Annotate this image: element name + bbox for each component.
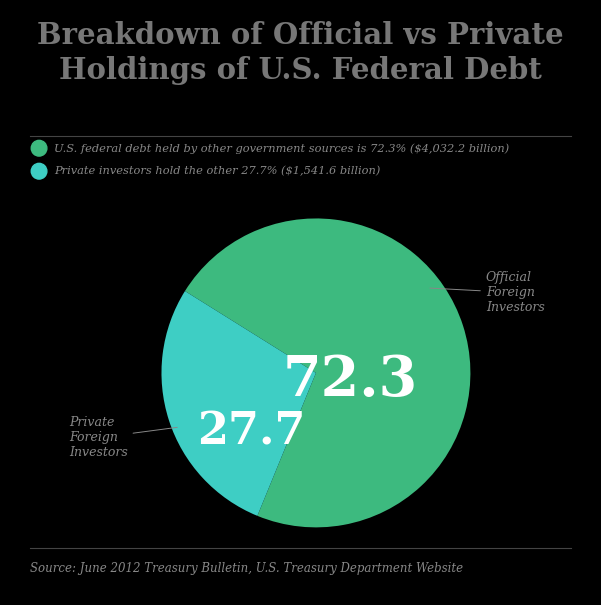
Text: Breakdown of Official vs Private
Holdings of U.S. Federal Debt: Breakdown of Official vs Private Holding… <box>37 21 564 85</box>
Text: Source: June 2012 Treasury Bulletin, U.S. Treasury Department Website: Source: June 2012 Treasury Bulletin, U.S… <box>30 562 463 575</box>
Text: 27.7: 27.7 <box>197 410 305 453</box>
Wedge shape <box>162 291 316 516</box>
Text: Private
Foreign
Investors: Private Foreign Investors <box>69 416 177 459</box>
Text: Official
Foreign
Investors: Official Foreign Investors <box>430 271 545 314</box>
Text: U.S. federal debt held by other government sources is 72.3% ($4,032.2 billion): U.S. federal debt held by other governme… <box>54 143 509 154</box>
Wedge shape <box>185 218 471 528</box>
Text: Private investors hold the other 27.7% ($1,541.6 billion): Private investors hold the other 27.7% (… <box>54 166 380 177</box>
Text: 72.3: 72.3 <box>282 353 418 408</box>
